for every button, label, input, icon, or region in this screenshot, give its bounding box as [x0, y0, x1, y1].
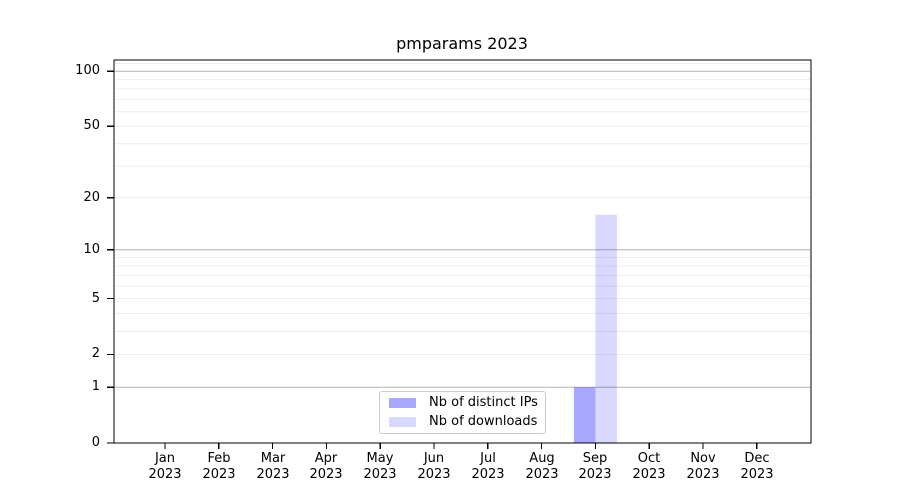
bar-nb-of-distinct-ips [573, 387, 596, 443]
x-tick-label: Jan 2023 [148, 451, 182, 482]
x-tick-label: Oct 2023 [632, 451, 666, 482]
y-tick-label: 50 [83, 118, 100, 133]
x-tick-label: May 2023 [363, 451, 397, 482]
bar-nb-of-downloads [595, 214, 617, 443]
x-tick-label: Sep 2023 [578, 451, 612, 482]
x-tick-label: Apr 2023 [309, 451, 343, 482]
legend: Nb of distinct IPs Nb of downloads [379, 391, 546, 434]
y-tick-label: 20 [83, 190, 100, 205]
x-tick-label: Mar 2023 [256, 451, 290, 482]
y-tick-label: 2 [91, 346, 100, 361]
y-tick-label: 5 [91, 291, 100, 306]
legend-label-distinct-ips: Nb of distinct IPs [429, 395, 538, 410]
legend-item-downloads: Nb of downloads [389, 414, 538, 430]
legend-label-downloads: Nb of downloads [429, 414, 538, 429]
y-tick-label: 10 [83, 242, 100, 257]
x-tick-label: Dec 2023 [740, 451, 774, 482]
x-tick-label: Nov 2023 [686, 451, 720, 482]
legend-swatch-downloads [389, 417, 416, 427]
x-tick-label: Aug 2023 [525, 451, 559, 482]
y-tick-label: 100 [75, 63, 100, 78]
chart-title: pmparams 2023 [396, 34, 528, 53]
legend-swatch-distinct-ips [389, 398, 416, 408]
axes-spine [113, 59, 812, 444]
x-tick-label: Jun 2023 [417, 451, 451, 482]
x-tick-label: Jul 2023 [471, 451, 505, 482]
legend-item-distinct-ips: Nb of distinct IPs [389, 395, 538, 411]
y-tick-label: 0 [91, 435, 100, 450]
x-tick-label: Feb 2023 [202, 451, 236, 482]
y-tick-label: 1 [91, 379, 100, 394]
